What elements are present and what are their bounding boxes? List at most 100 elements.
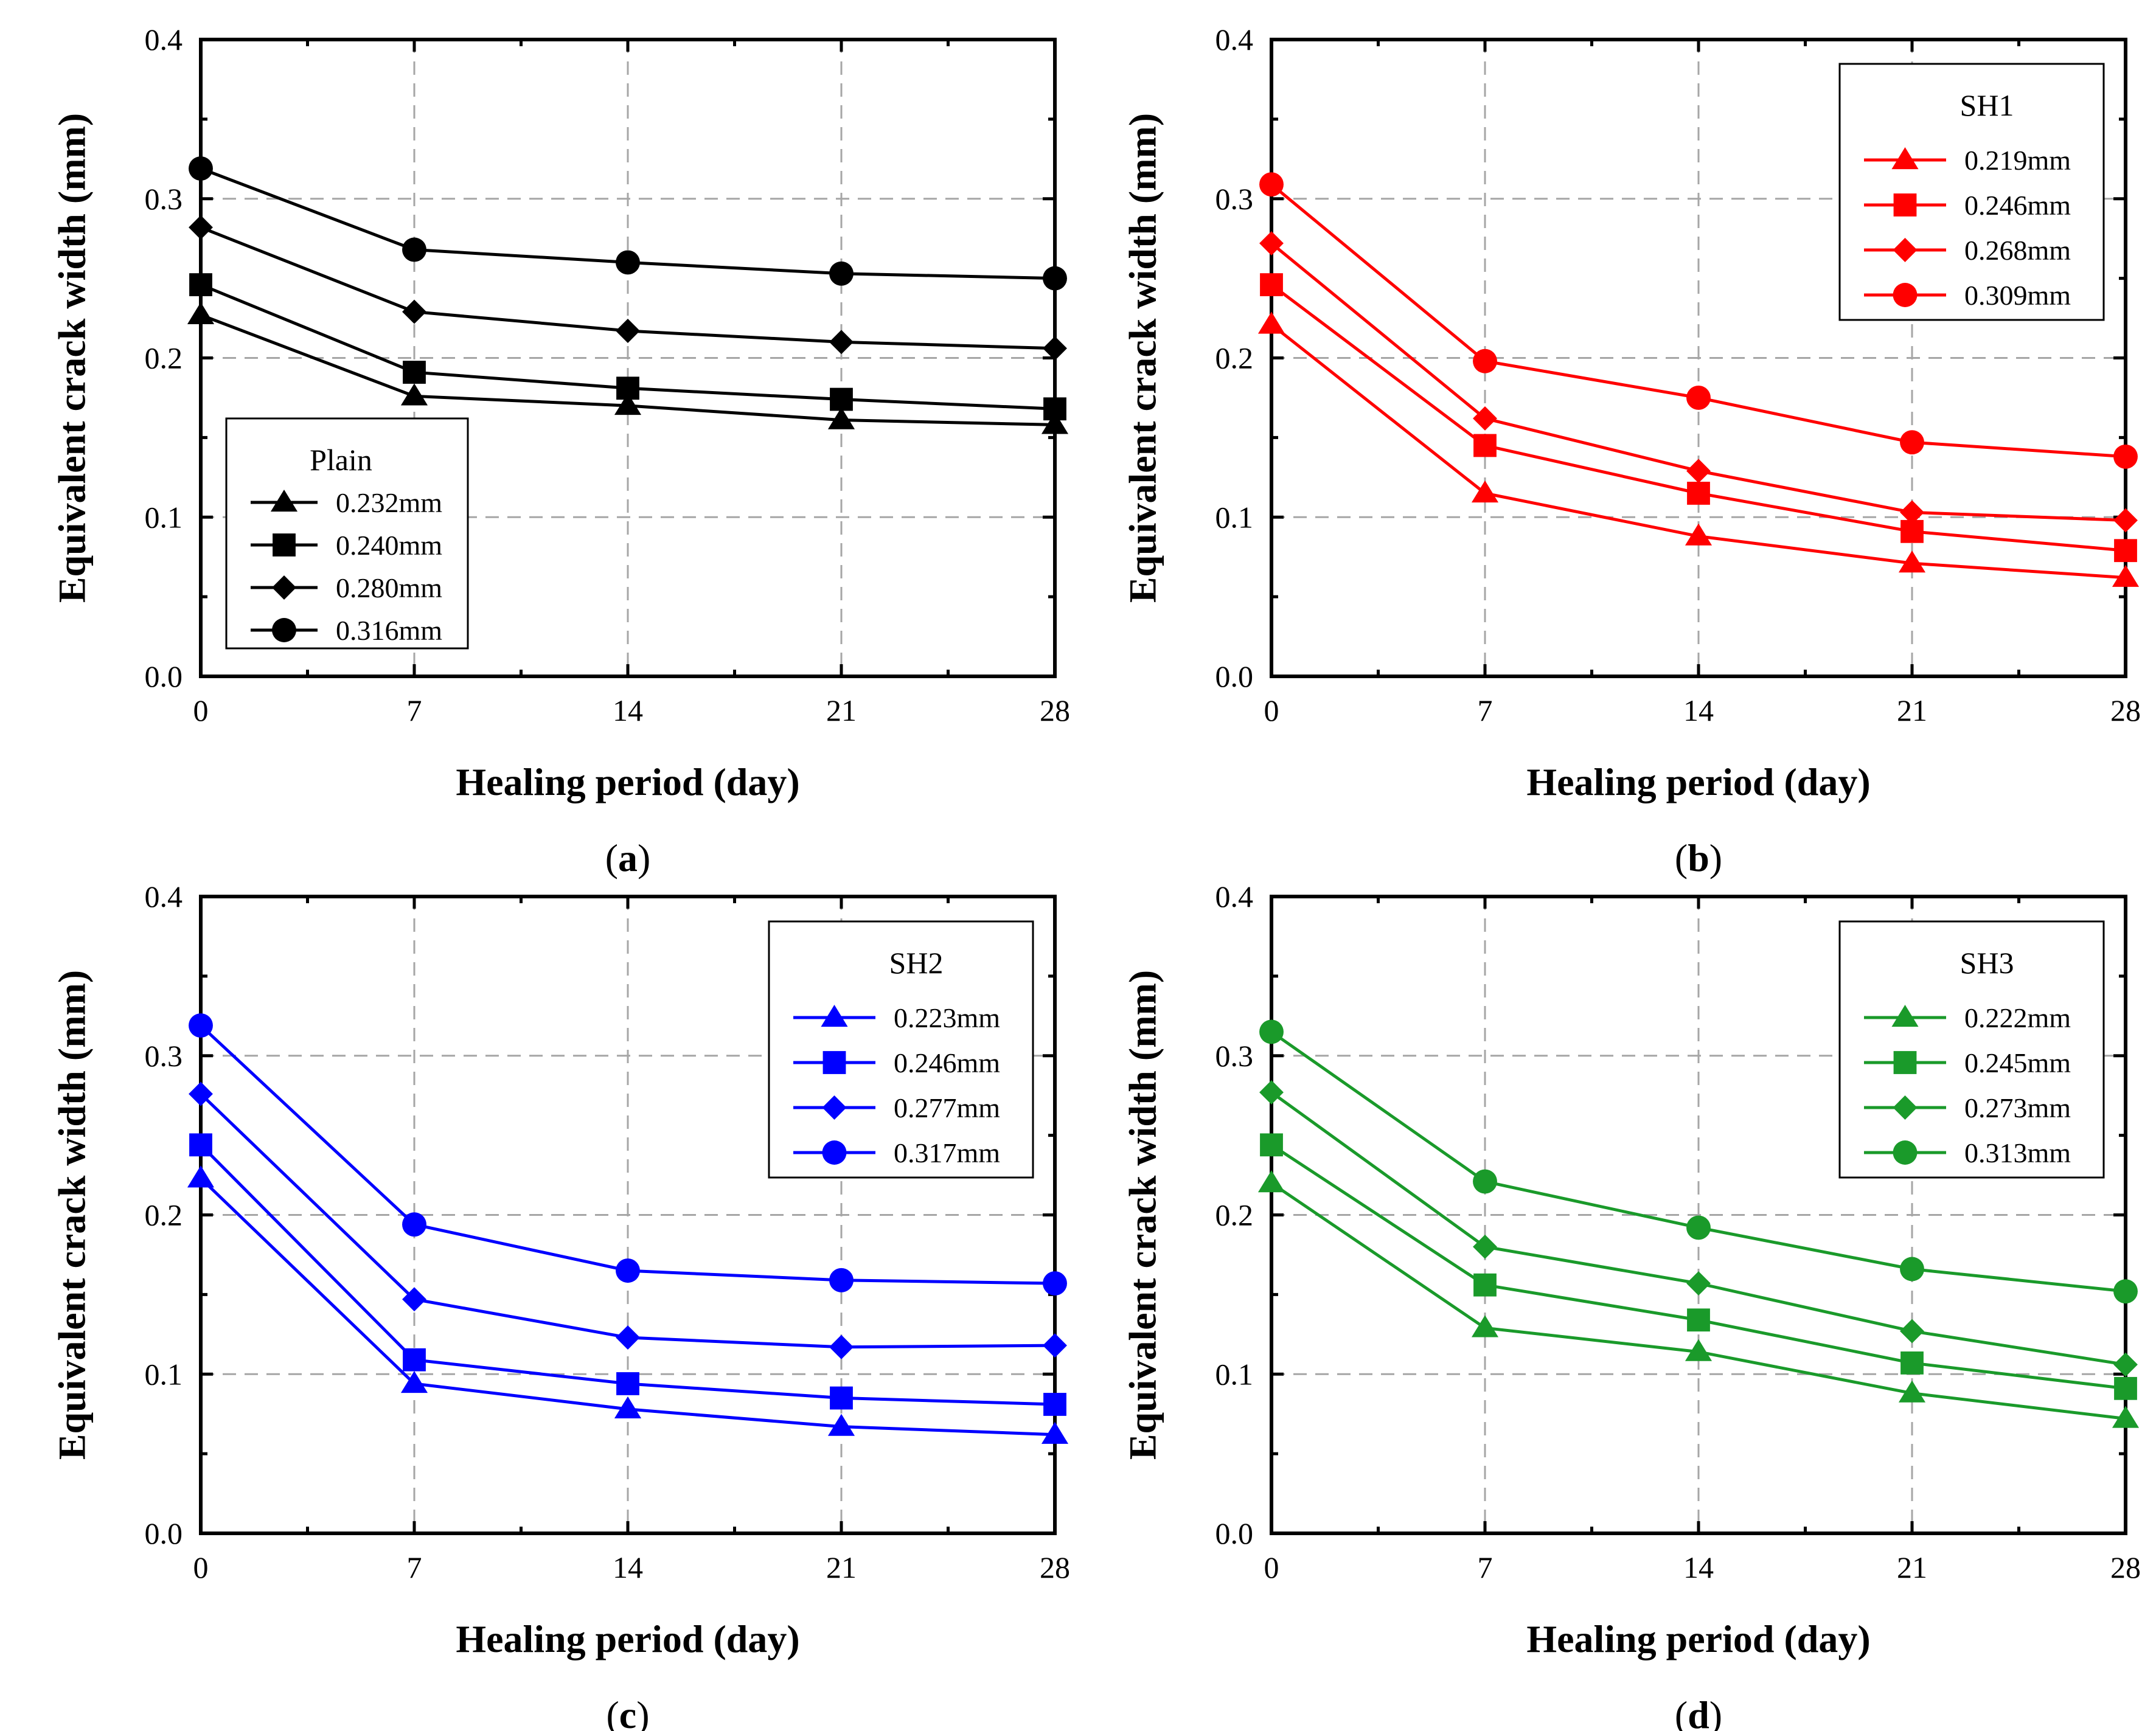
y-tick-label: 0.3: [145, 182, 183, 216]
data-point-triangle: [1041, 412, 1069, 434]
data-point-square: [403, 1348, 426, 1372]
legend-marker-diamond: [272, 575, 296, 600]
data-point-triangle: [827, 407, 855, 429]
data-point-triangle: [1898, 1380, 1926, 1403]
panel-label-letter: a: [618, 836, 638, 879]
data-point-diamond: [616, 319, 640, 343]
legend-label: 0.317mm: [894, 1137, 1000, 1168]
legend-label: 0.246mm: [894, 1047, 1000, 1078]
legend-item-2: 0.268mm: [1864, 235, 2071, 266]
legend-item-3: 0.316mm: [251, 615, 442, 646]
data-point-circle: [1259, 1019, 1284, 1044]
y-axis-title: Equivalent crack width (mm): [50, 113, 94, 603]
legend-item-0: 0.223mm: [793, 1002, 1000, 1033]
y-axis-title: Equivalent crack width (mm): [50, 970, 94, 1460]
data-point-circle: [1900, 430, 1924, 455]
legend-label: 0.222mm: [1964, 1002, 2071, 1033]
data-point-square: [189, 1133, 212, 1157]
legend-item-0: 0.222mm: [1864, 1002, 2071, 1033]
data-point-diamond: [1686, 1271, 1711, 1296]
x-tick-label: 28: [1040, 693, 1070, 727]
data-point-square: [1473, 434, 1497, 457]
series-2: [189, 215, 1067, 361]
x-tick-label: 21: [1897, 693, 1927, 727]
x-tick-label: 14: [613, 693, 643, 727]
series-0: [1257, 1170, 2140, 1428]
panel-label-open: (: [605, 836, 618, 879]
legend-box: [768, 920, 1034, 1179]
data-point-triangle: [614, 393, 642, 415]
x-tick-label: 0: [193, 1550, 209, 1584]
y-tick-label: 0.4: [145, 23, 183, 57]
data-point-square: [1687, 1308, 1710, 1332]
panel-label-open: (: [606, 1693, 619, 1731]
legend-marker-square: [1893, 193, 1917, 217]
x-axis-title: Healing period (day): [1526, 1617, 1870, 1660]
legend-item-2: 0.280mm: [251, 572, 442, 603]
legend-label: 0.273mm: [1964, 1092, 2071, 1123]
x-axis-title: Healing period (day): [456, 1617, 799, 1660]
data-point-diamond: [829, 330, 854, 355]
x-tick-label: 28: [1040, 1550, 1070, 1584]
data-point-square: [1043, 397, 1066, 421]
legend-marker-circle: [1893, 283, 1918, 307]
data-point-square: [403, 361, 426, 384]
data-point-triangle: [187, 1165, 215, 1188]
legend-marker-diamond: [1893, 238, 1918, 262]
legend-marker-diamond: [1893, 1095, 1918, 1120]
data-point-circle: [1043, 1271, 1067, 1296]
panel-c: 0 7 14 21 28 0.0 0.1 0.2 0.3 0.4 Healing period (d…: [50, 879, 1070, 1731]
series-2: [1259, 1080, 2138, 1377]
legend-marker-circle: [1893, 1140, 1918, 1165]
data-point-square: [189, 273, 212, 296]
data-point-circle: [1473, 1169, 1497, 1194]
data-point-diamond: [1473, 1234, 1497, 1259]
data-point-square: [1473, 1273, 1497, 1297]
panel-label-letter: d: [1688, 1693, 1709, 1731]
panel-label: (c): [606, 1693, 649, 1731]
data-point-triangle: [1257, 1170, 1285, 1193]
panel-label-open: (: [1675, 836, 1688, 879]
series-3: [1259, 1019, 2138, 1304]
data-point-diamond: [189, 1081, 213, 1106]
legend-label: 0.277mm: [894, 1092, 1000, 1123]
y-tick-label: 0.0: [1215, 659, 1254, 693]
legend-marker-triangle: [821, 1005, 848, 1027]
y-tick-label: 0.0: [1215, 1516, 1254, 1550]
y-tick-label: 0.1: [1215, 1357, 1254, 1391]
data-point-triangle: [400, 383, 428, 406]
y-axis-title: Equivalent crack width (mm): [1121, 970, 1164, 1460]
legend-label: 0.219mm: [1964, 145, 2071, 176]
y-tick-label: 0.1: [1215, 500, 1254, 534]
legend-item-3: 0.309mm: [1864, 280, 2071, 311]
legend-item-0: 0.219mm: [1864, 145, 2071, 176]
legend-item-1: 0.246mm: [793, 1047, 1000, 1078]
axis-ticks: [1270, 895, 2127, 1535]
data-point-square: [616, 1372, 639, 1395]
x-tick-label: 21: [826, 1550, 857, 1584]
legend-box: [225, 417, 469, 650]
x-tick-label: 28: [2110, 693, 2141, 727]
series-0: [1257, 311, 2140, 587]
data-point-diamond: [829, 1334, 854, 1359]
data-point-triangle: [2112, 1406, 2140, 1428]
legend-marker-circle: [822, 1140, 847, 1165]
panel-label-letter: c: [619, 1693, 636, 1731]
legend-item-0: 0.232mm: [251, 487, 442, 518]
legend-box: [1838, 63, 2105, 321]
data-point-triangle: [1471, 1315, 1499, 1337]
data-point-diamond: [1900, 500, 1924, 525]
panel-label: (b): [1675, 836, 1722, 879]
legend-marker-triangle: [270, 490, 298, 512]
y-tick-label: 0.2: [1215, 1198, 1254, 1232]
data-point-diamond: [2113, 1352, 2138, 1377]
x-axis-title: Healing period (day): [1526, 760, 1870, 803]
data-point-diamond: [402, 299, 426, 324]
legend-item-2: 0.277mm: [793, 1092, 1000, 1123]
data-point-circle: [616, 250, 640, 275]
x-tick-label: 21: [826, 693, 857, 727]
y-axis-title: Equivalent crack width (mm): [1121, 113, 1164, 603]
legend-title: SH1: [1960, 88, 2014, 122]
y-tick-label: 0.2: [1215, 341, 1254, 375]
